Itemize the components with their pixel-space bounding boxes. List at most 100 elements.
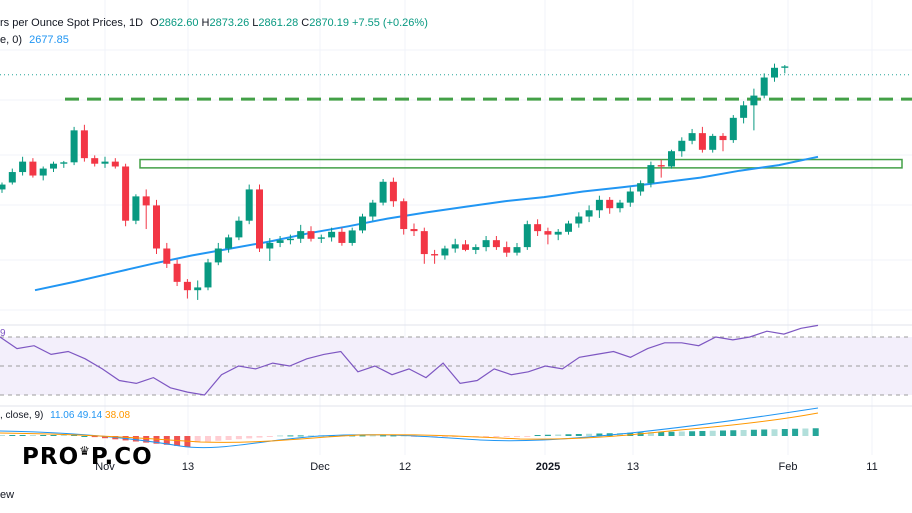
watermark-text-b: P.CO — [90, 444, 153, 470]
macd-bar — [658, 432, 665, 436]
candle-body — [0, 184, 6, 190]
macd-bar — [297, 435, 304, 437]
candle-body — [729, 117, 737, 141]
crown-icon: ♛ — [79, 444, 91, 458]
ma-value: 2677.85 — [29, 34, 69, 46]
macd-bar — [730, 430, 737, 436]
macd-bar — [781, 429, 788, 436]
candle-body — [256, 189, 263, 249]
low-value: 2861.28 — [258, 17, 299, 29]
candle-body — [513, 247, 521, 253]
candle-body — [678, 140, 686, 152]
macd-bar — [503, 436, 510, 437]
candle-body — [204, 262, 212, 288]
candle-body — [585, 210, 593, 217]
macd-bar — [802, 428, 809, 436]
macd-bar — [132, 436, 139, 442]
watermark-logo: PRO♛P.CO — [22, 444, 153, 470]
candle-body — [503, 247, 511, 253]
macd-bar — [194, 436, 201, 443]
macd-bar — [153, 436, 160, 444]
candle-body — [276, 240, 284, 243]
macd-bar — [390, 435, 397, 437]
candle-body — [132, 196, 140, 221]
candle-body — [472, 247, 480, 250]
candle-body — [70, 130, 78, 163]
x-axis-label: Nov — [95, 461, 115, 473]
macd-bar — [678, 431, 685, 436]
candle-body — [668, 151, 675, 167]
macd-bar — [792, 428, 799, 436]
candle-body — [214, 248, 222, 263]
candle-body — [698, 133, 706, 150]
macd-bar — [689, 431, 696, 436]
open-label: O — [150, 17, 159, 29]
macd-bar — [369, 435, 376, 437]
x-axis-label: Feb — [778, 461, 798, 473]
candle-body — [111, 161, 119, 167]
candle-body — [80, 130, 88, 159]
macd-bar — [163, 436, 170, 445]
macd-bar — [143, 436, 150, 443]
high-value: 2873.26 — [209, 17, 250, 29]
macd-bar — [483, 436, 490, 437]
candle-body — [462, 244, 469, 250]
macd-bar — [308, 435, 314, 437]
macd-bar — [544, 434, 551, 436]
x-axis-label: 13 — [626, 461, 640, 473]
change-value: +7.55 (+0.26%) — [352, 17, 428, 29]
candle-body — [122, 166, 130, 221]
macd-label: , close, 9) — [0, 410, 44, 421]
macd-bar — [60, 435, 67, 436]
candle-body — [183, 281, 191, 291]
candle-body — [544, 231, 552, 235]
candle-body — [328, 231, 336, 238]
macd-bar — [411, 436, 417, 437]
candle-body — [606, 199, 614, 209]
candle-body — [637, 183, 645, 192]
macd-bar — [668, 431, 675, 436]
candle-body — [626, 191, 634, 203]
close-value: 2870.19 — [309, 17, 349, 29]
macd-bar — [699, 431, 706, 436]
candle-body — [369, 202, 377, 217]
candle-body — [142, 196, 150, 206]
candle-body — [534, 224, 542, 232]
macd-histogram — [0, 428, 819, 447]
candle-body — [286, 238, 294, 241]
signal-line — [0, 412, 819, 443]
candle-body — [740, 105, 748, 118]
candle-body — [194, 287, 202, 291]
macd-bar — [740, 430, 747, 436]
macd-line — [0, 407, 819, 449]
macd-bar — [761, 429, 768, 436]
macd-hist-value: 38.08 — [105, 410, 131, 421]
macd-bar — [19, 435, 26, 436]
macd-bar — [215, 436, 222, 441]
candle-body — [771, 67, 778, 78]
macd-bar — [431, 436, 438, 437]
x-axis-label: Dec — [310, 461, 330, 473]
macd-bar — [81, 436, 88, 437]
candle-body — [431, 254, 439, 256]
footer-text: ew — [0, 489, 15, 501]
macd-bar — [40, 435, 47, 436]
macd-bar — [380, 435, 387, 437]
candle-body — [29, 161, 37, 176]
macd-bar — [586, 433, 593, 436]
candle-body — [50, 163, 57, 169]
candle-body — [719, 135, 727, 141]
candle-body — [317, 237, 325, 239]
candle-body — [8, 172, 16, 183]
macd-bar — [514, 436, 520, 437]
macd-bar — [441, 436, 448, 437]
macd-bar — [575, 434, 582, 436]
ma-legend: e, 0) 2677.85 — [0, 34, 69, 46]
macd-bar — [647, 432, 654, 436]
candle-body — [19, 161, 27, 173]
macd-bar — [709, 430, 716, 436]
candle-body — [266, 242, 274, 249]
x-axis-label: 2025 — [535, 461, 561, 473]
macd-bar — [50, 435, 57, 436]
